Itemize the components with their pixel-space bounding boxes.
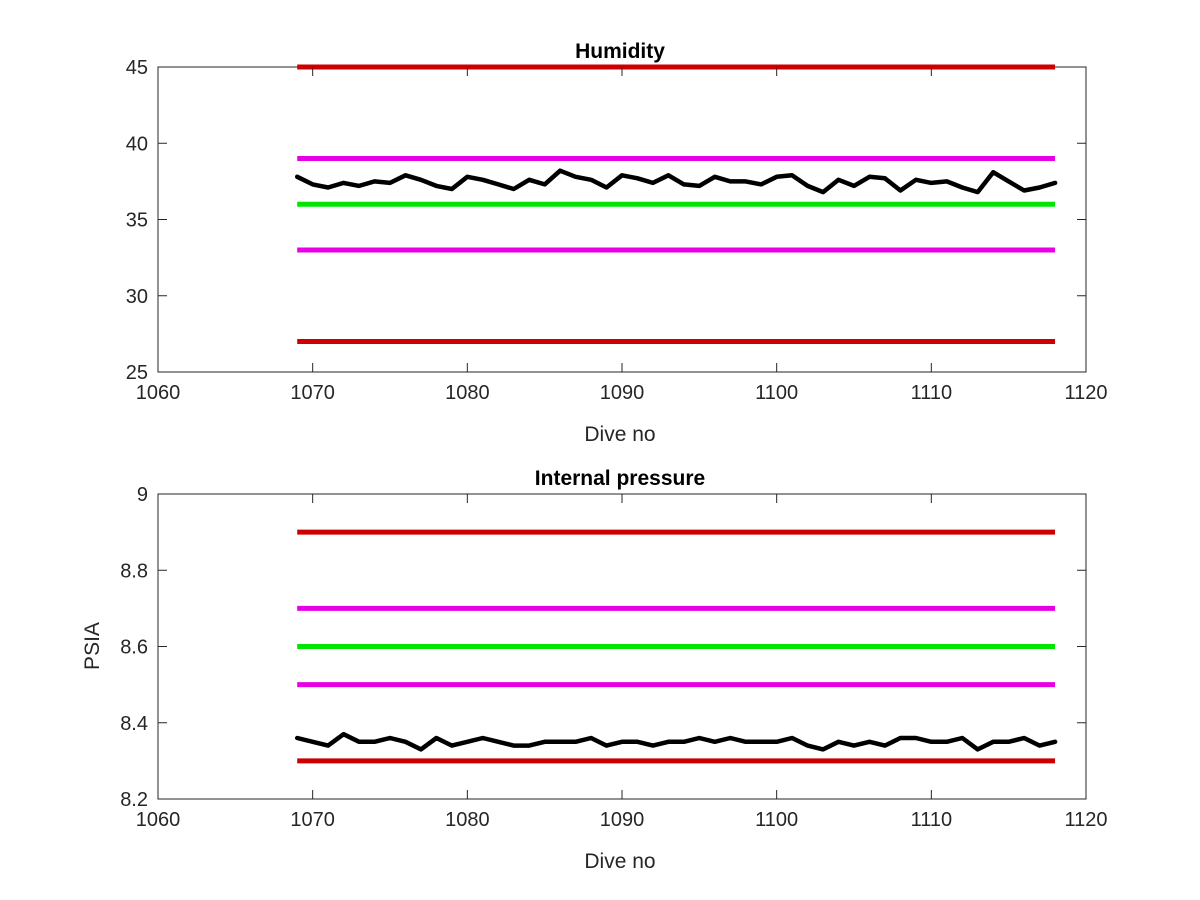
humidity-chart: 1060 1070 1080 1090 1100 1110 1120 25 30 35 40 45 H… [126, 40, 1108, 446]
humidity-y-tick-label: 25 [126, 362, 148, 384]
humidity-y-tick-label: 40 [126, 133, 148, 155]
pressure-x-axis-label: Dive no [584, 850, 655, 873]
humidity-data-series-0 [294, 168, 1058, 195]
humidity-x-axis-label: Dive no [584, 423, 655, 446]
pressure-y-tick-label: 8.2 [120, 789, 148, 811]
humidity-x-tick-label: 1110 [911, 382, 953, 404]
pressure-x-tick-label: 1100 [755, 809, 798, 831]
pressure-y-tick-label: 8.4 [120, 713, 148, 735]
humidity-chart-title: Humidity [575, 40, 665, 63]
humidity-y-tick-label: 35 [126, 210, 148, 232]
humidity-y-tick-label: 30 [126, 286, 148, 308]
humidity-x-tick-label: 1120 [1064, 382, 1107, 404]
pressure-x-tick-label: 1070 [290, 809, 335, 831]
humidity-x-tick-label: 1100 [755, 382, 798, 404]
pressure-y-axis-label: PSIA [81, 622, 104, 670]
internal-pressure-chart: 1060 1070 1080 1090 1100 1110 1120 8.2 8.4 8.6 8.8… [81, 467, 1108, 873]
pressure-y-tick-label: 9 [137, 484, 148, 506]
pressure-chart-title: Internal pressure [535, 467, 705, 490]
pressure-plot-area [294, 529, 1058, 764]
humidity-ticks: 1060 1070 1080 1090 1100 1110 1120 25 30 35 40 45 [126, 57, 1108, 404]
humidity-axes-box [157, 66, 1087, 373]
pressure-data-series-0 [294, 731, 1058, 752]
pressure-ticks: 1060 1070 1080 1090 1100 1110 1120 8.2 8.4 8.6 8.8… [120, 484, 1107, 831]
humidity-y-tick-label: 45 [126, 57, 148, 79]
pressure-y-tick-label: 8.8 [120, 560, 148, 582]
pressure-y-tick-label: 8.6 [120, 637, 148, 659]
humidity-x-tick-label: 1060 [136, 382, 181, 404]
humidity-x-tick-label: 1080 [445, 382, 490, 404]
humidity-x-tick-label: 1090 [600, 382, 645, 404]
humidity-x-tick-label: 1070 [290, 382, 335, 404]
pressure-x-tick-label: 1080 [445, 809, 490, 831]
pressure-x-tick-label: 1090 [600, 809, 645, 831]
pressure-x-tick-label: 1060 [136, 809, 181, 831]
pressure-x-tick-label: 1120 [1064, 809, 1107, 831]
humidity-plot-area [294, 64, 1058, 344]
pressure-x-tick-label: 1110 [911, 809, 953, 831]
